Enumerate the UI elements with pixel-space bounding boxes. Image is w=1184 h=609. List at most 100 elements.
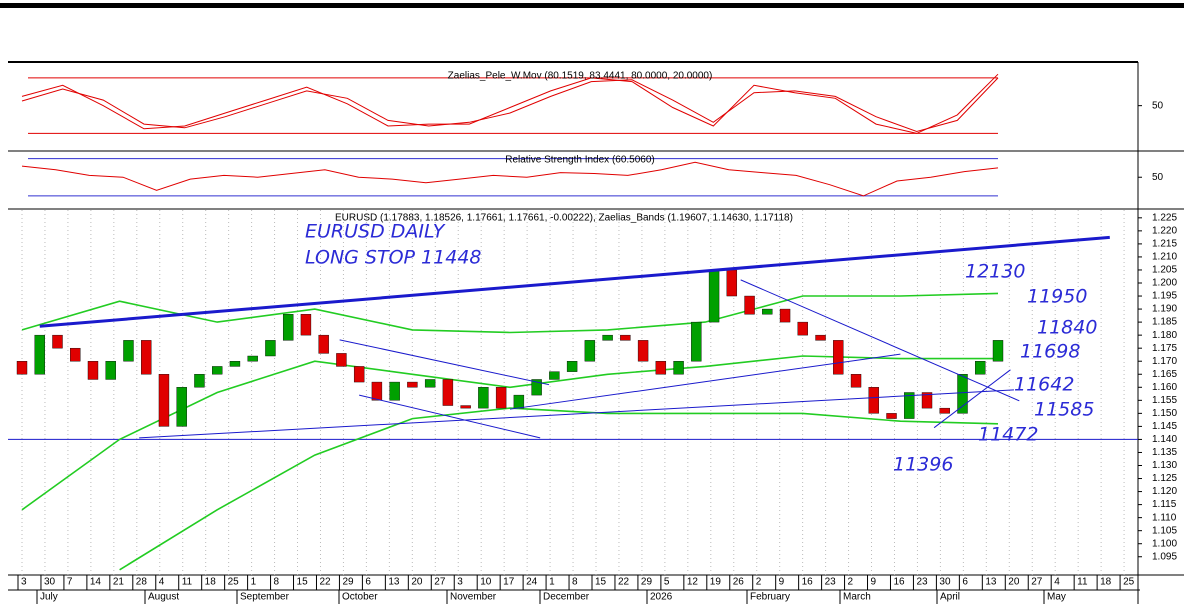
x-tick-label: 4	[1054, 577, 1060, 588]
panel-title: EURUSD (1.17883, 1.18526, 1.17661, 1.176…	[335, 213, 793, 224]
candle	[158, 374, 170, 427]
x-tick-label: 27	[434, 577, 446, 588]
x-tick-label: 23	[916, 577, 928, 588]
candle	[318, 334, 329, 354]
annotation: LONG STOP 11448	[305, 247, 482, 269]
candle	[584, 340, 596, 362]
month-label: November	[450, 592, 497, 603]
candle	[371, 381, 383, 401]
x-tick-label: 2	[848, 577, 854, 588]
candle	[602, 334, 613, 341]
x-tick-label: 8	[274, 577, 280, 588]
x-tick-label: 22	[319, 577, 331, 588]
candle	[141, 340, 152, 375]
y-tick-label: 1.095	[1152, 551, 1177, 562]
candle	[211, 366, 223, 375]
candle	[744, 295, 755, 315]
y-tick-label: 1.215	[1152, 239, 1177, 250]
annotation: 11950	[1027, 286, 1087, 308]
x-tick-label: 15	[297, 577, 309, 588]
x-tick-label: 13	[985, 577, 997, 588]
y-tick-label: 1.200	[1152, 278, 1177, 289]
x-tick-label: 15	[595, 577, 607, 588]
month-label: May	[1047, 592, 1066, 603]
candle	[921, 392, 933, 409]
x-tick-label: 25	[228, 577, 240, 588]
x-tick-label: 16	[893, 577, 905, 588]
x-tick-label: 5	[664, 577, 670, 588]
indicator-line	[21, 73, 999, 134]
candle	[566, 361, 578, 372]
y-tick-label: 1.180	[1152, 330, 1177, 341]
y-tick-label: 1.130	[1152, 460, 1177, 471]
candle	[939, 407, 950, 414]
trend-line	[139, 389, 1014, 439]
x-tick-label: 11	[1077, 577, 1088, 588]
trend-line	[933, 369, 1011, 429]
y-tick-label: 50	[1152, 100, 1164, 111]
candle	[194, 374, 205, 388]
candle	[708, 269, 720, 323]
x-tick-label: 28	[136, 577, 148, 588]
month-label: December	[543, 592, 590, 603]
x-tick-label: 18	[205, 577, 217, 588]
x-tick-label: 17	[503, 577, 515, 588]
x-tick-label: 6	[962, 577, 968, 588]
top-bar	[0, 3, 1184, 8]
annotation: 11472	[978, 424, 1038, 446]
candle	[868, 387, 879, 414]
y-tick-label: 1.150	[1152, 408, 1177, 419]
x-tick-label: 11	[182, 577, 193, 588]
candle	[460, 405, 471, 409]
candle	[850, 374, 862, 388]
month-label: February	[750, 592, 790, 603]
month-label: August	[148, 592, 179, 603]
y-tick-label: 1.190	[1152, 304, 1177, 315]
y-tick-label: 1.110	[1152, 512, 1177, 523]
candle	[886, 413, 897, 419]
candle	[549, 371, 560, 380]
x-tick-label: 6	[365, 577, 371, 588]
x-tick-label: 30	[939, 577, 951, 588]
trend-line	[339, 339, 550, 386]
band-line	[119, 407, 999, 571]
candle	[52, 334, 63, 349]
candle	[87, 361, 99, 380]
candle	[726, 269, 738, 297]
month-label: October	[342, 592, 378, 603]
y-tick-label: 1.100	[1152, 538, 1177, 549]
candle	[531, 379, 542, 396]
candle	[70, 347, 81, 362]
x-tick-label: 8	[572, 577, 578, 588]
candle	[992, 340, 1004, 362]
y-tick-label: 1.185	[1152, 317, 1177, 328]
x-tick-label: 21	[113, 577, 125, 588]
candle	[797, 321, 808, 336]
candle	[957, 374, 968, 414]
candle	[176, 387, 187, 427]
x-tick-label: 9	[779, 577, 785, 588]
x-tick-label: 26	[733, 577, 745, 588]
x-tick-label: 30	[44, 577, 56, 588]
x-tick-label: 13	[388, 577, 400, 588]
candle	[478, 387, 489, 409]
x-tick-label: 20	[411, 577, 423, 588]
month-label: April	[940, 592, 960, 603]
trend-line	[740, 279, 1020, 402]
x-tick-label: 16	[802, 577, 814, 588]
y-tick-label: 1.175	[1152, 343, 1177, 354]
x-tick-label: 27	[1031, 577, 1043, 588]
month-label: September	[240, 592, 290, 603]
annotation: EURUSD DAILY	[305, 221, 446, 243]
x-tick-label: 1	[549, 577, 555, 588]
indicator-line	[21, 161, 999, 197]
y-tick-label: 1.205	[1152, 265, 1177, 276]
x-tick-label: 3	[457, 577, 463, 588]
candle	[904, 392, 915, 419]
candle	[336, 353, 347, 367]
candle	[265, 340, 276, 357]
y-tick-label: 1.155	[1152, 395, 1177, 406]
y-tick-label: 1.165	[1152, 369, 1177, 380]
annotation: 11642	[1014, 374, 1074, 396]
candle	[495, 387, 507, 409]
